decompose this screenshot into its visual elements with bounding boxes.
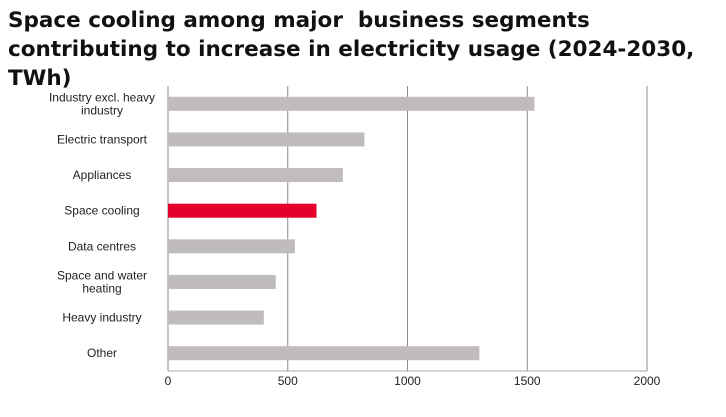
category-label: Data centres: [68, 239, 136, 253]
chart-title: Space cooling among major business segme…: [8, 8, 702, 91]
bar: [168, 346, 480, 361]
x-tick-label: 500: [278, 374, 298, 388]
category-label: Industry excl. heavy: [49, 90, 155, 104]
x-tick-label: 2000: [634, 374, 661, 388]
x-tick-label: 1000: [394, 374, 421, 388]
bar: [168, 274, 276, 289]
bar: [168, 132, 365, 147]
category-label: Heavy industry: [62, 311, 141, 325]
x-tick-label: 1500: [514, 374, 541, 388]
category-label: Other: [87, 346, 117, 360]
bar: [168, 168, 343, 183]
gridlines: [167, 86, 648, 371]
bar: [168, 239, 295, 254]
category-label: Space cooling: [64, 204, 139, 218]
x-tick-label: 0: [165, 374, 172, 388]
x-axis: 0 500 1000 1500 2000: [165, 370, 661, 388]
category-label: Appliances: [73, 168, 132, 182]
bar: [168, 96, 535, 111]
category-label: heating: [82, 281, 121, 295]
category-label: Space and water: [57, 268, 147, 282]
bars: [168, 96, 535, 361]
category-label: Electric transport: [57, 132, 148, 146]
bar: [168, 203, 317, 218]
category-label: industry: [81, 103, 123, 117]
bar: [168, 310, 264, 325]
